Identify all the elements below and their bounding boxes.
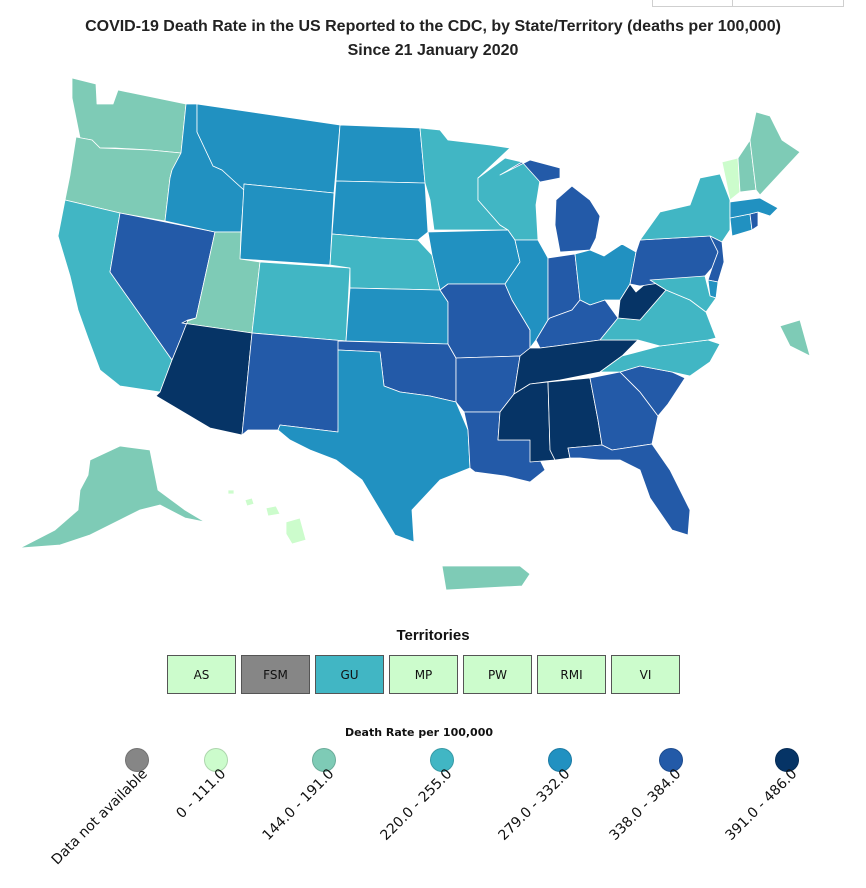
state-CO[interactable]: [251, 261, 351, 342]
state-MT[interactable]: [196, 103, 341, 194]
state-HI[interactable]: [227, 489, 307, 545]
territory-PR[interactable]: [441, 565, 531, 591]
legend-label: 338.0 - 384.0: [606, 766, 685, 844]
legend-label: 0 - 111.0: [173, 766, 230, 822]
state-IA[interactable]: [427, 229, 521, 291]
territory-vi[interactable]: VI: [611, 655, 680, 694]
state-MI[interactable]: [499, 159, 601, 253]
territories-row: AS FSM GU MP PW RMI VI: [167, 655, 680, 694]
state-NM[interactable]: [241, 332, 347, 436]
legend-item[interactable]: 0 - 111.0: [173, 748, 229, 822]
legend-item[interactable]: 279.0 - 332.0: [495, 748, 573, 844]
state-ND[interactable]: [335, 124, 426, 184]
state-TX[interactable]: [277, 349, 471, 543]
legend-item[interactable]: Data not available: [48, 748, 150, 868]
legend-label: 391.0 - 486.0: [722, 766, 801, 844]
legend-swatch: [775, 748, 799, 772]
state-KS[interactable]: [345, 287, 449, 345]
state-ME[interactable]: [749, 111, 801, 196]
territories-heading: Territories: [396, 627, 470, 644]
us-state-map: [19, 77, 811, 591]
territory-mp[interactable]: MP: [389, 655, 458, 694]
state-MA[interactable]: [729, 197, 779, 219]
legend-swatch: [312, 748, 336, 772]
legend-title: Death Rate per 100,000: [344, 726, 494, 739]
state-DC[interactable]: [779, 319, 811, 357]
state-MS[interactable]: [497, 381, 556, 463]
legend-swatch: [548, 748, 572, 772]
state-AK[interactable]: [19, 445, 206, 549]
legend-item[interactable]: 144.0 - 191.0: [259, 748, 337, 844]
legend-swatch: [659, 748, 683, 772]
legend-label: 279.0 - 332.0: [495, 766, 574, 844]
top-tab-strip[interactable]: [652, 0, 844, 7]
territory-gu[interactable]: GU: [315, 655, 384, 694]
legend-label: 220.0 - 255.0: [377, 766, 456, 844]
state-MD[interactable]: [649, 275, 717, 313]
legend-swatch: [204, 748, 228, 772]
legend-item[interactable]: 338.0 - 384.0: [606, 748, 684, 844]
state-NY[interactable]: [639, 173, 731, 243]
legend-swatch: [125, 748, 149, 772]
map-title: COVID-19 Death Rate in the US Reported t…: [85, 18, 781, 35]
legend-item[interactable]: 220.0 - 255.0: [377, 748, 455, 844]
territory-fsm[interactable]: FSM: [241, 655, 310, 694]
map-subtitle: Since 21 January 2020: [347, 42, 519, 59]
legend-label: 144.0 - 191.0: [259, 766, 338, 844]
legend-label: Data not available: [48, 766, 151, 869]
state-WY[interactable]: [239, 183, 335, 266]
state-SD[interactable]: [331, 180, 429, 241]
legend-swatch: [430, 748, 454, 772]
territory-rmi[interactable]: RMI: [537, 655, 606, 694]
legend-item[interactable]: 391.0 - 486.0: [722, 748, 800, 844]
territory-as[interactable]: AS: [167, 655, 236, 694]
territory-pw[interactable]: PW: [463, 655, 532, 694]
state-FL[interactable]: [567, 443, 691, 536]
